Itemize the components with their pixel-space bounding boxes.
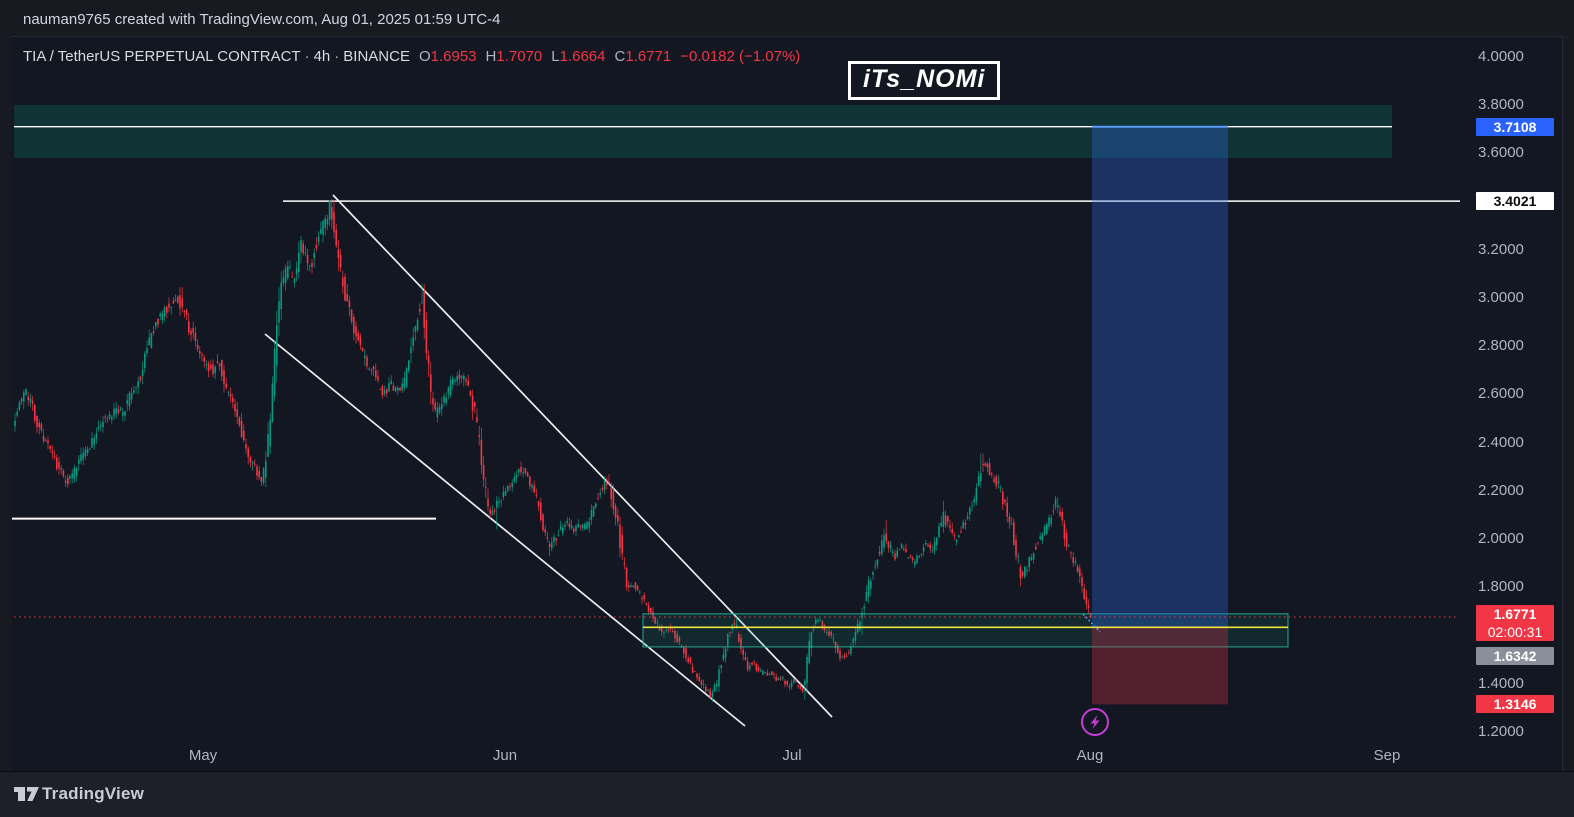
lightning-bolt-glyph xyxy=(1090,715,1100,729)
open-value: 1.6953 xyxy=(430,48,477,65)
price-tick-label: 3.0000 xyxy=(1478,289,1524,307)
close-value: 1.6771 xyxy=(625,48,672,65)
tradingview-brand-text[interactable]: TradingView xyxy=(42,784,145,803)
long-position-profit-box[interactable] xyxy=(1092,126,1228,628)
stop-price-label: 1.3146 xyxy=(1476,695,1554,714)
footer-bar: TradingView xyxy=(0,771,1574,817)
price-tick-label: 2.8000 xyxy=(1478,337,1524,355)
interval-value[interactable]: 4h xyxy=(313,48,331,65)
price-tick-label: 3.6000 xyxy=(1478,144,1524,162)
price-tick-label: 1.4000 xyxy=(1478,674,1524,692)
time-axis[interactable]: May Jun Jul Aug Sep xyxy=(12,743,1462,769)
time-axis-label-jul: Jul xyxy=(782,747,802,764)
last-price-label: 1.6771 02:00:31 xyxy=(1476,604,1554,641)
separator: · xyxy=(334,48,340,65)
time-axis-label-sep: Sep xyxy=(1373,747,1401,764)
price-tick-label: 2.2000 xyxy=(1478,481,1524,499)
symbol-header[interactable]: TIA / TetherUS PERPETUAL CONTRACT · 4h · BIN… xyxy=(23,47,800,67)
countdown-timer: 02:00:31 xyxy=(1487,623,1543,640)
attribution-bar: nauman9765 created with TradingView.com,… xyxy=(23,11,501,28)
price-tick-label: 2.0000 xyxy=(1478,530,1524,548)
symbol-title[interactable]: TIA / TetherUS PERPETUAL CONTRACT xyxy=(23,48,301,65)
price-axis[interactable]: 4.0000 3.8000 3.6000 3.2000 3.0000 2.8000 2.60… xyxy=(1462,37,1562,772)
supply-zone[interactable] xyxy=(14,104,1392,159)
demand-zone[interactable] xyxy=(642,613,1289,648)
price-tick-label: 3.2000 xyxy=(1478,240,1524,258)
separator: · xyxy=(304,48,310,65)
resistance-price-label: 3.4021 xyxy=(1476,192,1554,211)
price-tick-label: 3.8000 xyxy=(1478,96,1524,114)
price-tick-label: 1.2000 xyxy=(1478,722,1524,740)
position-drag-handle[interactable] xyxy=(1082,613,1101,633)
high-value: 1.7070 xyxy=(496,48,543,65)
time-axis-label-may: May xyxy=(188,747,218,764)
change-value: −0.0182 (−1.07%) xyxy=(680,48,801,65)
long-position-loss-box[interactable] xyxy=(1092,627,1228,705)
watermark-badge: iTs_NOMi xyxy=(848,61,1001,100)
high-label: H xyxy=(485,48,497,65)
time-axis-label-jun: Jun xyxy=(492,747,518,764)
price-tick-label: 2.6000 xyxy=(1478,385,1524,403)
channel-lower-trendline[interactable] xyxy=(264,333,746,727)
price-tick-label: 1.8000 xyxy=(1478,578,1524,596)
entry-price-label: 1.6342 xyxy=(1476,647,1554,666)
close-label: C xyxy=(614,48,626,65)
chart-canvas[interactable] xyxy=(12,37,1562,772)
exchange-name: BINANCE xyxy=(343,48,410,65)
low-label: L xyxy=(551,48,560,65)
chart-panel[interactable]: TIA / TetherUS PERPETUAL CONTRACT · 4h · BIN… xyxy=(12,36,1563,772)
lightning-event-icon[interactable] xyxy=(1081,708,1109,736)
time-axis-label-aug: Aug xyxy=(1076,747,1104,764)
price-tick-label: 2.4000 xyxy=(1478,433,1524,451)
open-label: O xyxy=(418,48,431,65)
low-value: 1.6664 xyxy=(559,48,606,65)
tradingview-logo-icon[interactable] xyxy=(13,783,40,810)
price-tick-label: 4.0000 xyxy=(1478,48,1524,65)
target-price-label: 3.7108 xyxy=(1476,117,1554,136)
channel-upper-trendline[interactable] xyxy=(332,194,833,718)
